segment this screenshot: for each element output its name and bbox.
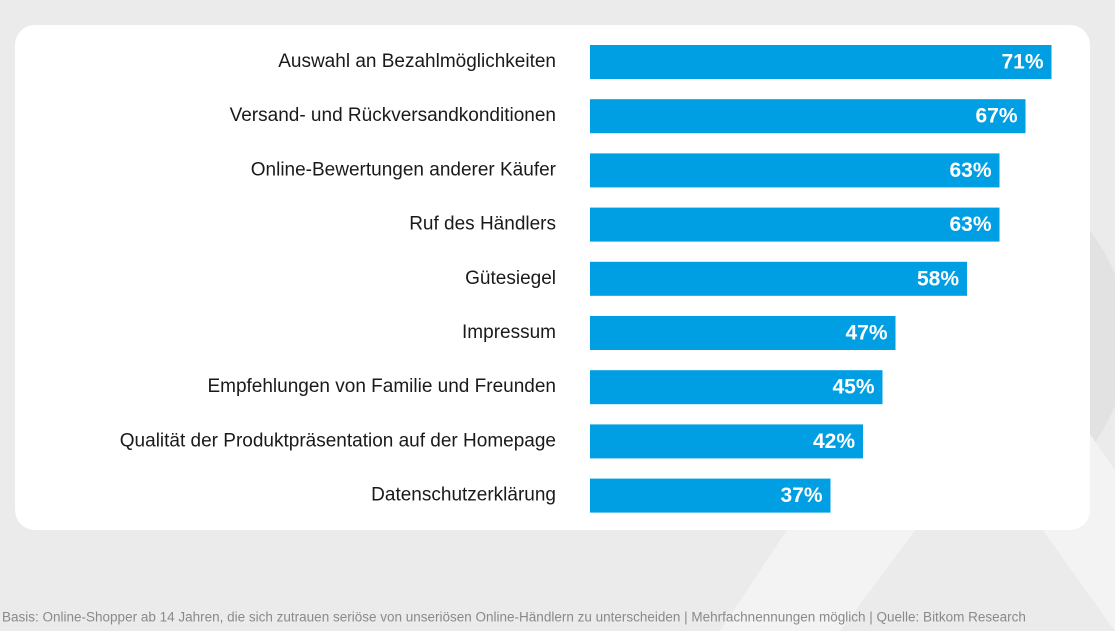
footnote: Basis: Online-Shopper ab 14 Jahren, die … (2, 610, 1026, 625)
category-label: Online-Bewertungen anderer Käufer (251, 159, 557, 180)
bar (590, 45, 1052, 79)
value-label: 63% (949, 159, 991, 182)
value-label: 58% (917, 267, 959, 290)
value-label: 63% (949, 213, 991, 236)
bar (590, 316, 896, 350)
value-label: 42% (813, 430, 855, 453)
category-label: Gütesiegel (465, 268, 556, 289)
category-label: Versand- und Rückversandkonditionen (230, 105, 556, 126)
bar (590, 424, 863, 459)
category-label: Empfehlungen von Familie und Freunden (207, 376, 556, 397)
category-label: Impressum (462, 322, 556, 343)
bar (590, 261, 967, 296)
value-label: 45% (832, 376, 874, 399)
value-label: 67% (975, 105, 1017, 128)
bar (590, 153, 1000, 188)
category-label: Qualität der Produktpräsentation auf der… (120, 430, 556, 451)
bar (590, 370, 883, 405)
bar (590, 99, 1026, 134)
category-label: Datenschutzerklärung (371, 485, 556, 506)
bar (590, 478, 831, 513)
category-label: Ruf des Händlers (409, 214, 556, 235)
category-label: Auswahl an Bezahlmöglichkeiten (278, 51, 556, 72)
value-label: 71% (1001, 51, 1043, 74)
value-label: 37% (780, 484, 822, 507)
value-label: 47% (845, 322, 887, 345)
bar (590, 207, 1000, 242)
